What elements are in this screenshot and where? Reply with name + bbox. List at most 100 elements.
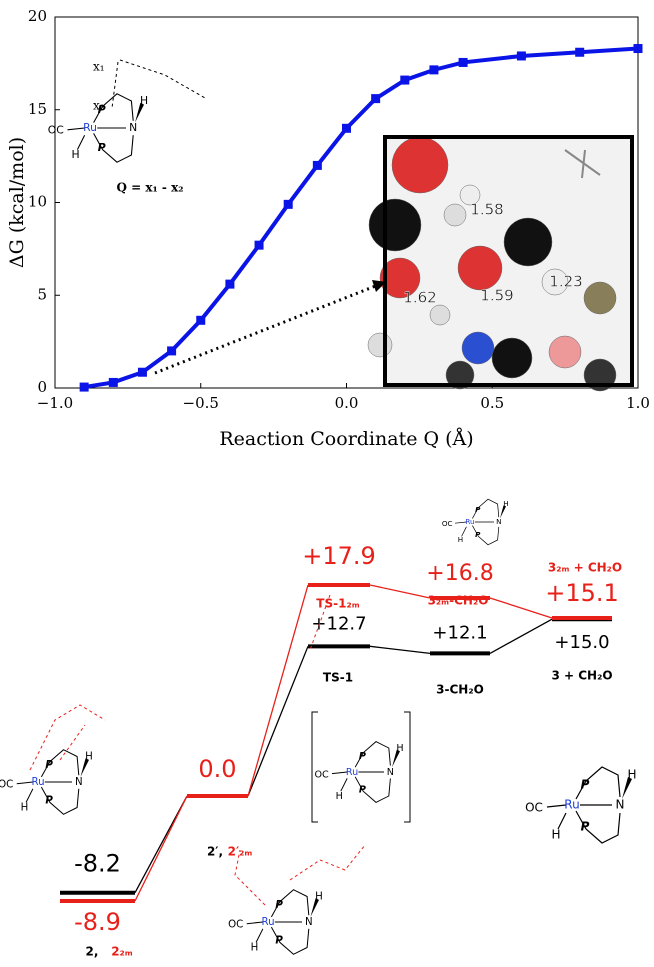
- value-label: -8.9: [74, 908, 121, 936]
- atom-label: OC: [0, 780, 13, 791]
- atom-label: H: [503, 499, 508, 508]
- point: [80, 383, 89, 392]
- atom-sphere: [584, 282, 616, 314]
- figure: −1.0−0.50.00.51.005101520Reaction Coordi…: [0, 0, 654, 967]
- page: −1.0−0.50.00.51.005101520Reaction Coordi…: [0, 0, 654, 967]
- value-label: -8.2: [74, 850, 121, 878]
- atom-sphere: [504, 218, 552, 266]
- atom-label: Ru: [83, 121, 97, 134]
- category-label: 3₂ₘ + CH₂O: [548, 561, 622, 575]
- atom-label: P: [359, 785, 366, 796]
- atom-label: OC: [48, 124, 64, 137]
- atom-label: P: [45, 760, 53, 771]
- distance-label: 1.58: [470, 201, 503, 219]
- atom-label: H: [21, 803, 29, 814]
- atom-label: P: [581, 778, 590, 792]
- atom-label: Ru: [465, 517, 474, 526]
- atom-label: N: [305, 917, 313, 928]
- atom-label: P: [45, 796, 53, 807]
- x-tick-label: 0.0: [335, 394, 359, 412]
- point: [284, 200, 293, 209]
- atom-label: P: [275, 936, 283, 947]
- x-tick-label: −1.0: [37, 394, 73, 412]
- category-label: 3₂ₘ-CH₂O: [428, 594, 489, 608]
- value-label: +15.1: [545, 579, 619, 607]
- point: [109, 378, 118, 387]
- atom-label: P: [359, 751, 366, 762]
- atom-sphere: [492, 338, 532, 378]
- value-label: +15.0: [554, 632, 609, 653]
- category-label: TS-1: [323, 671, 353, 685]
- x-axis-label: Reaction Coordinate Q (Å): [219, 428, 473, 450]
- distance-label: 1.59: [480, 287, 513, 305]
- point: [342, 124, 351, 133]
- category-label: TS-1₂ₘ: [316, 597, 359, 611]
- atom-sphere: [430, 305, 450, 325]
- atom-label: P: [98, 103, 106, 116]
- atom-label: Ru: [346, 767, 358, 778]
- atom-label: P: [475, 530, 481, 539]
- atom-label: P: [98, 141, 106, 154]
- atom-sphere: [458, 246, 502, 290]
- atom-sphere: [392, 137, 448, 193]
- category-label: 2′,: [207, 845, 223, 859]
- inset-x-label: x₁: [93, 60, 105, 74]
- atom-label: H: [627, 768, 636, 782]
- y-tick-label: 10: [28, 193, 47, 211]
- point: [196, 316, 205, 325]
- atom-label: H: [336, 791, 343, 802]
- atom-label: N: [75, 777, 83, 788]
- point: [167, 346, 176, 355]
- category-label: 2₂ₘ: [111, 945, 133, 959]
- y-tick-label: 5: [37, 285, 47, 303]
- atom-label: H: [396, 743, 403, 754]
- value-label: +16.8: [426, 561, 493, 586]
- atom-label: OC: [314, 769, 329, 780]
- x-tick-label: 1.0: [626, 394, 650, 412]
- atom-label: H: [85, 752, 93, 763]
- point: [255, 241, 264, 250]
- point: [517, 51, 526, 60]
- point: [459, 58, 468, 67]
- point: [634, 44, 643, 53]
- atom-label: H: [251, 943, 259, 954]
- distance-label: 1.23: [549, 273, 582, 291]
- atom-label: P: [581, 820, 590, 834]
- y-axis-label: ΔG (kcal/mol): [6, 137, 28, 268]
- value-label: +12.1: [432, 622, 487, 643]
- atom-label: OC: [525, 801, 543, 815]
- atom-label: H: [551, 828, 560, 842]
- y-tick-label: 0: [37, 378, 47, 396]
- value-label: +17.9: [302, 542, 376, 570]
- category-label: 3 + CH₂O: [551, 669, 612, 683]
- point: [575, 48, 584, 57]
- atom-sphere: [444, 204, 466, 226]
- atom-label: N: [496, 517, 501, 526]
- atom-label: OC: [442, 519, 453, 528]
- atom-label: P: [275, 900, 283, 911]
- atom-label: N: [616, 798, 625, 812]
- atom-sphere: [369, 199, 421, 251]
- point: [400, 76, 409, 85]
- point: [313, 161, 322, 170]
- point: [429, 65, 438, 74]
- category-label: 3-CH₂O: [436, 683, 484, 697]
- point: [371, 94, 380, 103]
- atom-label: N: [387, 767, 394, 778]
- atom-sphere: [549, 336, 581, 368]
- atom-sphere: [368, 333, 392, 357]
- point: [225, 280, 234, 289]
- atom-label: OC: [228, 920, 243, 931]
- atom-label: N: [129, 121, 137, 134]
- x-tick-label: −0.5: [183, 394, 219, 412]
- atom-label: H: [72, 148, 80, 161]
- y-tick-label: 15: [28, 100, 47, 118]
- value-label: 0.0: [198, 755, 236, 783]
- atom-label: H: [458, 535, 463, 544]
- atom-label: P: [475, 505, 481, 514]
- atom-sphere: [462, 332, 494, 364]
- atom-label: Ru: [261, 917, 274, 928]
- atom-label: H: [315, 892, 323, 903]
- x-tick-label: 0.5: [480, 394, 504, 412]
